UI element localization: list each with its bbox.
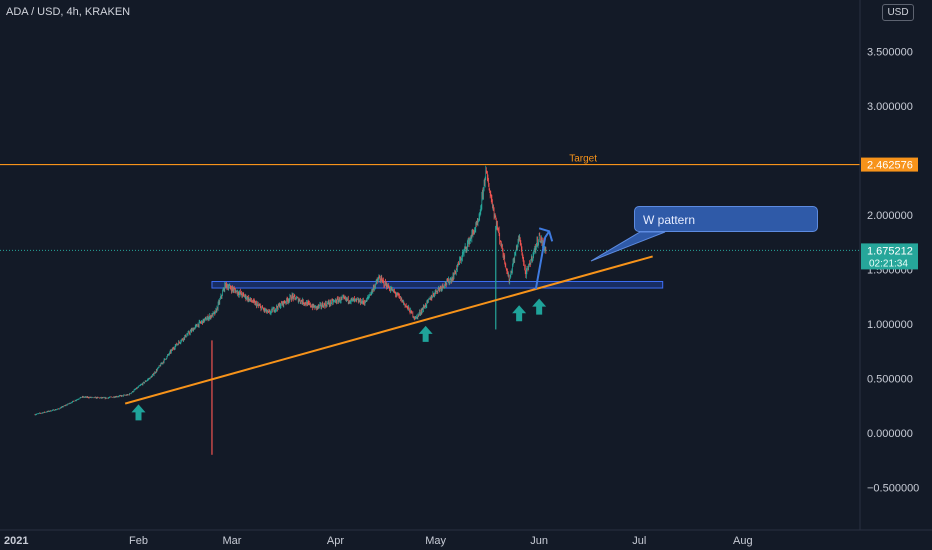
y-tick-label: 3.500000 xyxy=(867,47,913,59)
y-tick-label: 3.000000 xyxy=(867,101,913,113)
last-price-text: 1.675212 xyxy=(867,245,913,257)
up-arrow-icon xyxy=(131,404,146,421)
y-tick-label: 1.000000 xyxy=(867,319,913,331)
x-tick-label: Aug xyxy=(733,535,753,547)
x-tick-label: Apr xyxy=(327,535,344,547)
y-tick-label: −0.500000 xyxy=(867,483,919,495)
countdown-text: 02:21:34 xyxy=(869,258,908,269)
up-arrow-icon xyxy=(418,325,433,342)
support-zone[interactable] xyxy=(211,280,664,289)
up-arrow-icon xyxy=(532,298,547,315)
w-pattern-arrowhead xyxy=(538,227,554,242)
x-tick-label: May xyxy=(425,535,446,547)
chart-title: ADA / USD, 4h, KRAKEN xyxy=(6,6,131,18)
up-arrow-icon xyxy=(512,305,527,322)
x-tick-label: Mar xyxy=(223,535,242,547)
y-tick-label: 2.000000 xyxy=(867,210,913,222)
callout-pointer xyxy=(590,231,666,262)
trendline[interactable] xyxy=(124,255,653,405)
y-tick-label: 0.500000 xyxy=(867,374,913,386)
x-tick-label: Jul xyxy=(632,535,646,547)
w-pattern-arrow xyxy=(534,230,551,290)
y-tick-label: 0.000000 xyxy=(867,428,913,440)
currency-button[interactable]: USD xyxy=(882,4,914,21)
w-pattern-callout[interactable]: W pattern xyxy=(634,206,818,232)
target-price-text: 2.462576 xyxy=(867,160,913,172)
x-tick-label: 2021 xyxy=(4,535,28,547)
x-tick-label: Feb xyxy=(129,535,148,547)
target-price-badge xyxy=(861,157,918,172)
target-label: Target xyxy=(569,154,597,165)
x-tick-label: Jun xyxy=(530,535,548,547)
last-price-badge xyxy=(861,243,918,270)
